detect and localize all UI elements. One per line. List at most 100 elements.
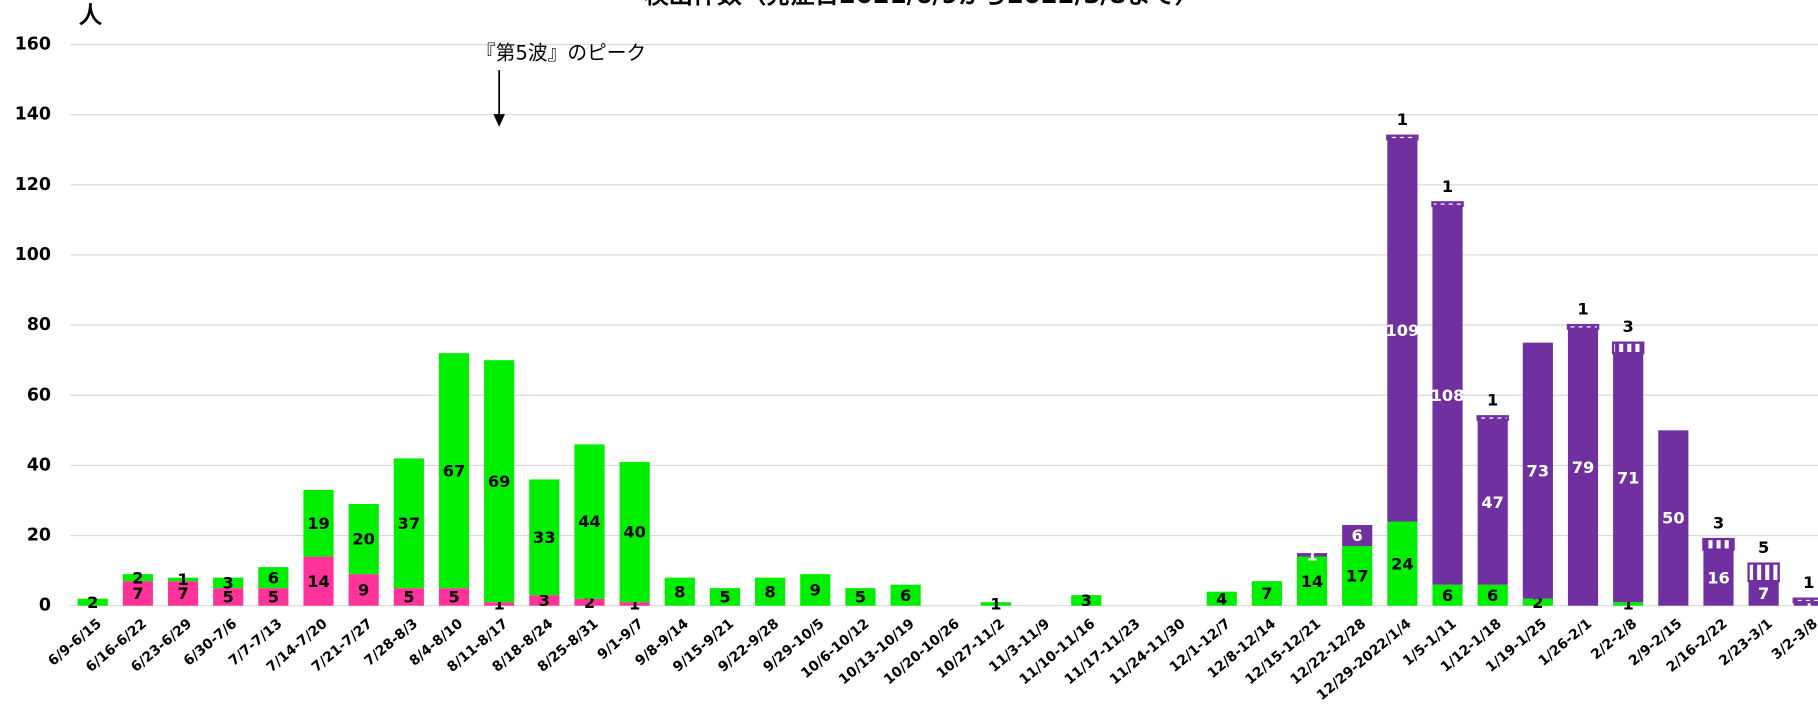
- bar-segment: [709, 588, 741, 606]
- data-label: 1: [1623, 595, 1634, 614]
- bar-segment: [1432, 205, 1463, 585]
- data-label: 5: [448, 588, 459, 607]
- bar-segment: [755, 577, 786, 606]
- data-label: 109: [1385, 321, 1419, 340]
- bar-segment: [1387, 521, 1418, 606]
- data-label: 40: [623, 523, 646, 542]
- data-label: 3: [1713, 513, 1724, 532]
- data-label: 1: [1487, 391, 1498, 410]
- bar-segment: [1566, 323, 1600, 330]
- data-label: 6: [1442, 586, 1453, 605]
- bar-segment: [1386, 134, 1419, 141]
- data-label: 1: [1397, 110, 1408, 129]
- annotation-arrowhead: [493, 114, 505, 127]
- bar-segment: [1387, 139, 1418, 522]
- data-label: 8: [764, 582, 775, 601]
- data-label: 14: [307, 572, 330, 591]
- y-tick-label: 20: [27, 526, 51, 546]
- bar-segment: [484, 602, 515, 606]
- bar-segment: [529, 595, 560, 606]
- data-label: 2: [132, 568, 143, 587]
- bar-segment: [800, 574, 831, 606]
- bar-segment: [1522, 342, 1553, 599]
- bar-segment: [574, 598, 605, 606]
- data-label: 14: [1301, 572, 1324, 591]
- bar-segment: [845, 588, 876, 606]
- bar-segment: [1476, 415, 1509, 421]
- bar-segment: [980, 602, 1012, 606]
- data-label: 69: [488, 472, 511, 491]
- data-label: 7: [1261, 584, 1272, 603]
- data-label: 5: [1758, 538, 1769, 557]
- y-axis-label: 人: [79, 2, 103, 29]
- bar-segment: [529, 479, 560, 596]
- bar-segment: [1793, 602, 1818, 606]
- bar-segment: [1432, 584, 1463, 606]
- bar-segment: [1206, 591, 1237, 606]
- data-label: 3: [1623, 317, 1634, 336]
- bar-segment: [1071, 595, 1102, 606]
- data-label: 33: [533, 528, 556, 547]
- y-tick-label: 160: [15, 35, 51, 55]
- data-label: 2: [584, 593, 595, 612]
- data-label: 79: [1572, 458, 1595, 477]
- data-label: 3: [1081, 591, 1092, 610]
- data-label: 67: [443, 461, 466, 480]
- data-label: 1: [1577, 300, 1588, 319]
- data-label: 4: [1216, 589, 1227, 608]
- bar-segment: [213, 577, 244, 589]
- data-label: 6: [268, 568, 279, 587]
- data-label: 2: [1532, 593, 1543, 612]
- bar-segment: [1251, 581, 1282, 606]
- data-label: 16: [1707, 568, 1730, 587]
- bar-segment: [1477, 584, 1508, 606]
- bar-segment: [664, 577, 695, 606]
- data-label: 7: [177, 584, 188, 603]
- y-tick-label: 100: [15, 245, 51, 265]
- data-label: 5: [719, 588, 730, 607]
- data-label: 8: [674, 582, 685, 601]
- bar-segment: [1296, 556, 1328, 606]
- y-tick-label: 80: [27, 315, 51, 335]
- data-label: 19: [307, 514, 330, 533]
- bar-segment: [1702, 537, 1735, 551]
- data-label: 9: [810, 581, 821, 600]
- data-label: 1: [1306, 546, 1317, 565]
- bar-segment: [1611, 341, 1645, 355]
- bar-segment: [1342, 546, 1373, 606]
- y-tick-label: 0: [39, 596, 51, 616]
- bar-segment: [1748, 581, 1779, 606]
- data-label: 2: [87, 593, 98, 612]
- bar-segment: [574, 444, 605, 599]
- bar-segment: [619, 602, 650, 606]
- bar-segment: [890, 584, 921, 606]
- data-label: 5: [268, 588, 279, 607]
- bar-segment: [1792, 597, 1818, 604]
- bar-segment: [1613, 353, 1644, 603]
- bar-segment: [438, 588, 470, 606]
- data-label: 6: [900, 586, 911, 605]
- bar-segment: [1296, 553, 1328, 557]
- data-label: 7: [132, 584, 143, 603]
- data-label: 1: [177, 570, 188, 589]
- data-label: 6: [1487, 586, 1498, 605]
- data-label: 1: [990, 595, 1001, 614]
- bar-segment: [213, 588, 244, 606]
- bar-segment: [122, 581, 153, 606]
- bar-segment: [167, 581, 199, 606]
- data-label: 3: [539, 591, 550, 610]
- y-tick-label: 140: [15, 105, 51, 125]
- chart-title: 検出件数（発症日2021/6/9から2022/3/8まで）: [644, 0, 1199, 9]
- data-label: 3: [223, 574, 234, 593]
- bar-segment: [1342, 525, 1373, 547]
- data-label: 1: [1803, 595, 1814, 614]
- data-label: 50: [1662, 509, 1685, 528]
- data-label: 5: [855, 588, 866, 607]
- data-label: 9: [358, 581, 369, 600]
- bar-segment: [1567, 328, 1599, 606]
- data-label: 17: [1346, 567, 1369, 586]
- bar-segment: [1658, 430, 1689, 606]
- data-label: 37: [398, 514, 421, 533]
- bar-segment: [619, 461, 650, 603]
